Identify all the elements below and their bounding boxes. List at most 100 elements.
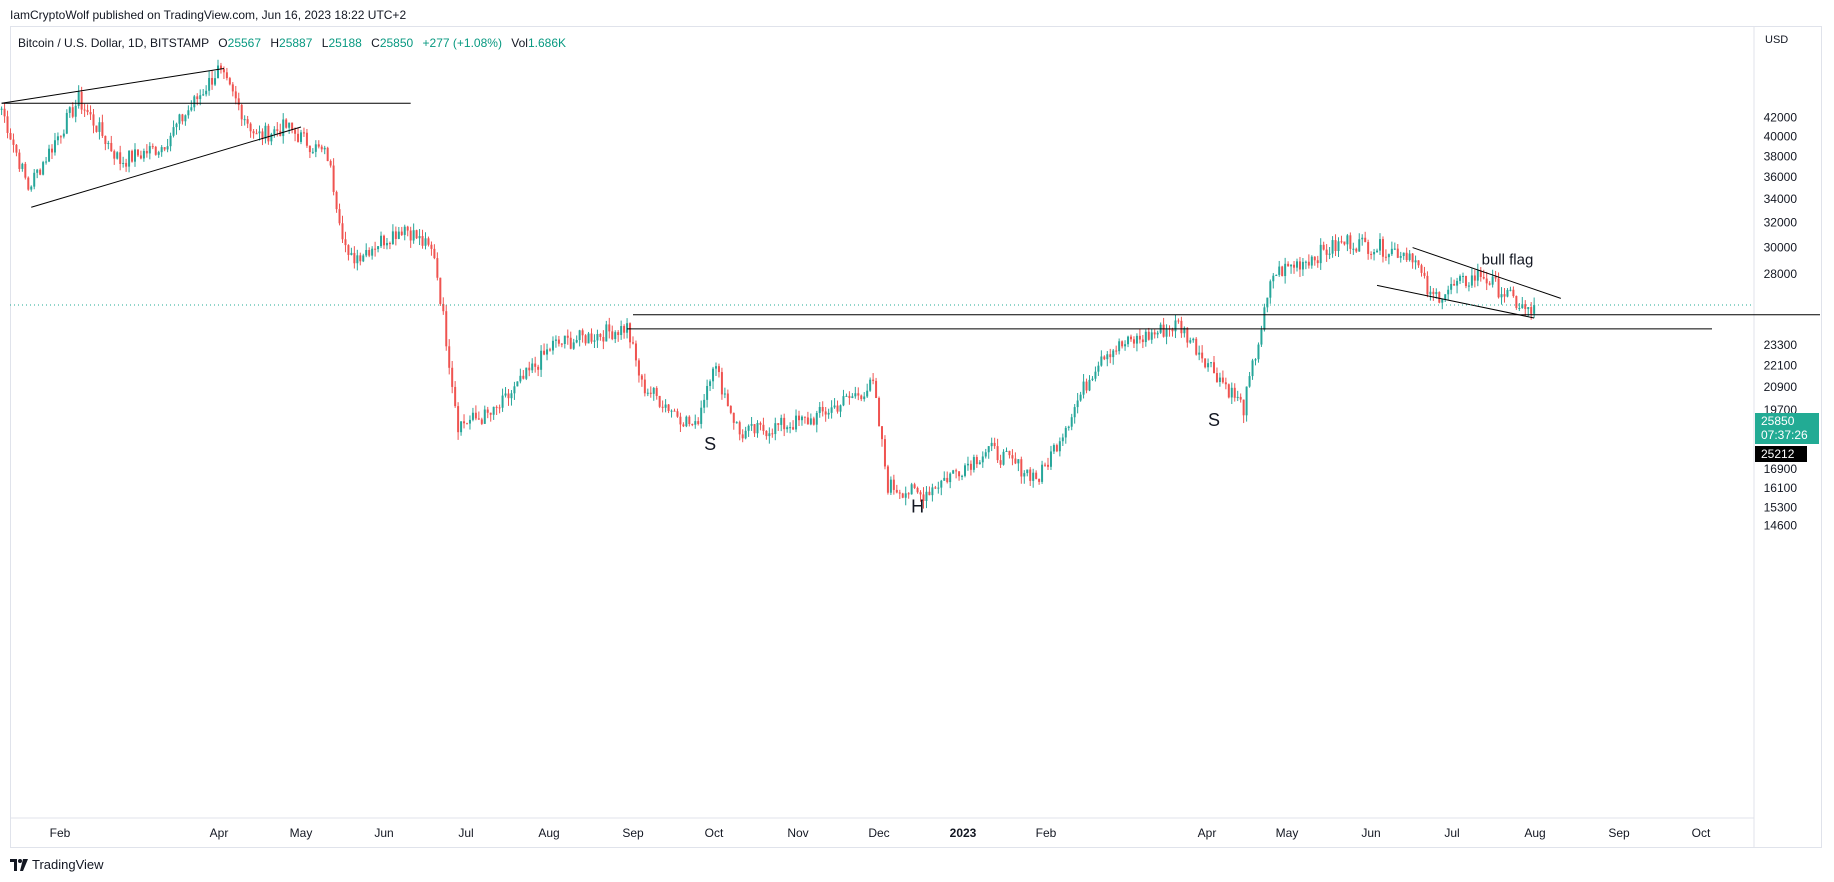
candle <box>661 400 664 413</box>
candle <box>694 414 697 429</box>
chart-annotation[interactable]: S <box>1208 410 1220 430</box>
trendline[interactable] <box>1412 247 1561 299</box>
y-tick-label: 38000 <box>1764 149 1798 163</box>
x-tick-label: Dec <box>868 826 889 840</box>
candle <box>1396 243 1399 259</box>
candle <box>166 138 169 153</box>
candle <box>243 115 246 126</box>
candle <box>1195 337 1198 356</box>
candle <box>77 85 80 109</box>
candle <box>424 232 427 250</box>
candle <box>848 391 851 405</box>
candle <box>643 373 646 397</box>
candle <box>36 168 39 179</box>
candle <box>42 160 45 176</box>
candle <box>1061 433 1064 447</box>
candle <box>608 317 611 339</box>
candle <box>1041 460 1044 484</box>
candle <box>958 471 961 481</box>
candle <box>1450 277 1453 295</box>
candle <box>913 482 916 490</box>
candle <box>1174 314 1177 339</box>
candle <box>703 394 706 414</box>
candle <box>1055 443 1058 453</box>
candle <box>537 364 540 377</box>
candle <box>1316 255 1319 268</box>
candle <box>1313 256 1316 266</box>
candle <box>258 125 261 141</box>
footer-brand: TradingView <box>32 857 104 872</box>
candle <box>1322 241 1325 251</box>
trendline[interactable] <box>1376 284 1535 319</box>
candle <box>1008 450 1011 459</box>
candle <box>1272 273 1275 289</box>
candle <box>1399 251 1402 263</box>
candle <box>762 417 765 435</box>
candle <box>294 127 297 142</box>
candle <box>1263 303 1266 332</box>
chart-annotation[interactable]: S <box>704 434 716 454</box>
candle <box>219 62 222 74</box>
candle <box>1290 264 1293 274</box>
chart-frame <box>10 26 1822 848</box>
candle <box>1100 350 1103 367</box>
candle <box>667 404 670 414</box>
candle <box>205 85 208 97</box>
y-tick-label: 40000 <box>1764 130 1798 144</box>
candle <box>566 329 569 345</box>
candle <box>157 150 160 158</box>
candle <box>439 277 442 306</box>
trendline[interactable] <box>31 126 302 208</box>
candle <box>483 405 486 424</box>
candle <box>824 406 827 422</box>
candle <box>261 128 264 146</box>
candle <box>1242 399 1245 424</box>
candle <box>267 123 270 145</box>
y-tick-label: 15300 <box>1764 501 1798 515</box>
candle <box>513 381 516 400</box>
candle <box>0 106 3 116</box>
candle <box>1257 342 1260 363</box>
y-tick-label: 28000 <box>1764 267 1798 281</box>
candle <box>617 330 620 342</box>
candle <box>65 109 68 135</box>
candle <box>809 413 812 426</box>
candle <box>12 133 15 153</box>
candle <box>1470 268 1473 288</box>
candle <box>1441 298 1444 310</box>
trendline[interactable] <box>1 68 225 104</box>
candle <box>895 484 898 494</box>
candle <box>1254 358 1257 366</box>
candle <box>531 358 534 374</box>
chart-annotation[interactable]: H <box>911 497 924 517</box>
candle <box>1044 462 1047 467</box>
candle <box>1141 334 1144 349</box>
candle <box>341 215 344 243</box>
candle <box>498 404 501 414</box>
candle <box>798 410 800 426</box>
candle <box>1278 260 1281 277</box>
x-tick-label: Nov <box>787 826 808 840</box>
candle <box>71 102 74 119</box>
candle <box>1435 288 1438 299</box>
candle <box>15 144 18 157</box>
tradingview-logo-icon <box>10 858 28 871</box>
candle <box>110 135 113 152</box>
candle <box>397 226 400 240</box>
candle <box>252 129 255 139</box>
candle <box>1159 322 1162 334</box>
chart-annotation[interactable]: bull flag <box>1482 252 1534 269</box>
candle <box>1304 260 1307 270</box>
candle <box>1052 443 1055 455</box>
candle <box>362 253 365 263</box>
candle <box>178 113 181 131</box>
bar-countdown: 07:37:26 <box>1761 428 1808 442</box>
candle <box>300 129 302 145</box>
candle <box>329 159 332 168</box>
candle <box>1426 271 1429 298</box>
candle <box>851 393 854 399</box>
x-tick-label: Feb <box>1036 826 1057 840</box>
candle <box>33 169 36 190</box>
